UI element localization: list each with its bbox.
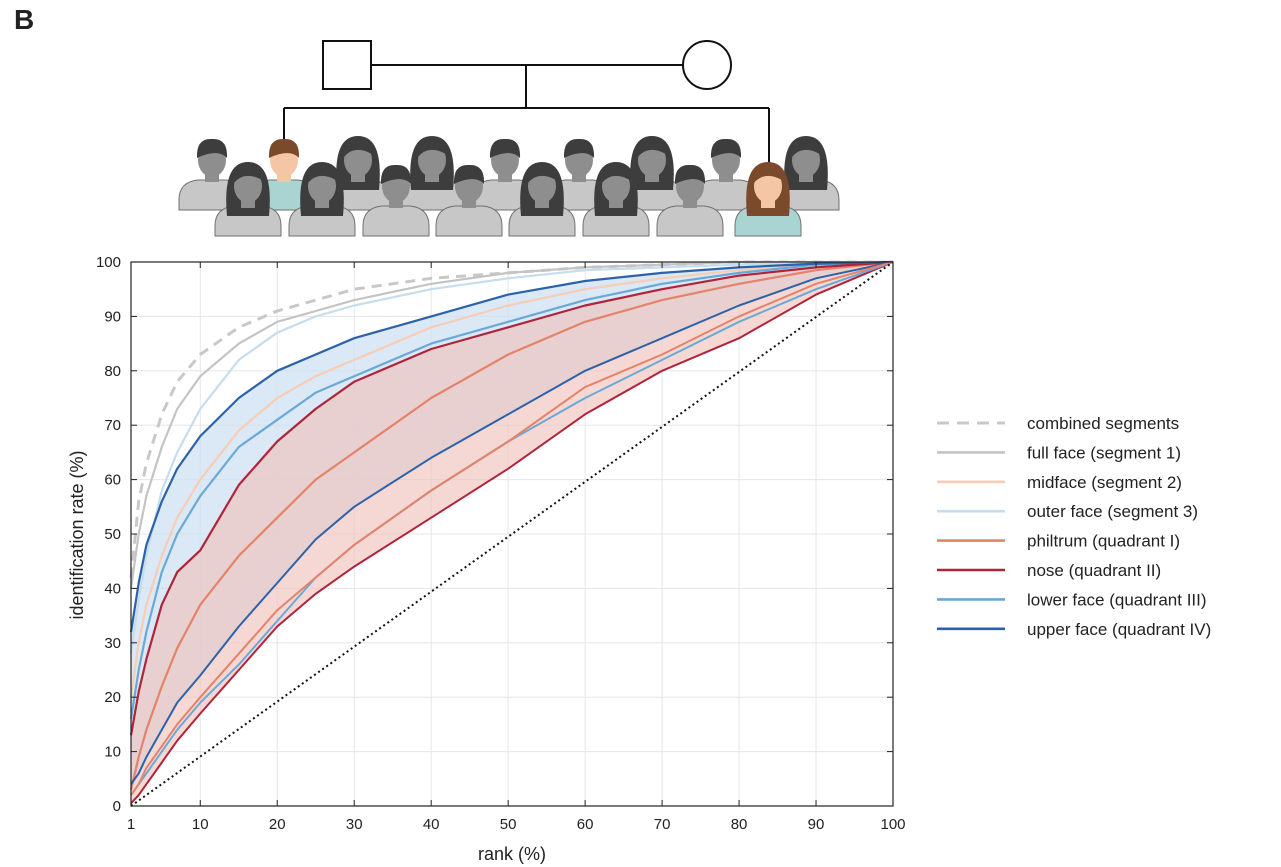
- person-hair: [380, 164, 412, 184]
- y-tick-labels: 0 10 20 30 40 50 60 70 80 90 100: [96, 254, 121, 815]
- legend-label: lower face (quadrant III): [1027, 590, 1207, 609]
- person-hair: [563, 138, 595, 158]
- y-tick-label: 30: [104, 635, 121, 652]
- y-tick-label: 0: [113, 798, 121, 815]
- lower-bound-line-philtrum: [130, 261, 894, 796]
- person-body: [362, 205, 430, 237]
- person-silhouette-icon: [656, 164, 724, 237]
- x-tick-label: 60: [577, 816, 594, 833]
- person-body: [656, 205, 724, 237]
- y-axis-title: identification rate (%): [67, 450, 87, 619]
- x-tick-label: 30: [346, 816, 363, 833]
- person-head: [602, 169, 630, 203]
- legend-label: midface (segment 2): [1027, 473, 1182, 492]
- series-line-full-face: [129, 260, 893, 589]
- y-tick-label: 100: [96, 254, 121, 271]
- y-tick-label: 10: [104, 744, 121, 761]
- person-hair: [453, 164, 485, 184]
- person-fringe: [416, 140, 446, 158]
- legend-label: outer face (segment 3): [1027, 502, 1198, 521]
- person-hair: [489, 138, 521, 158]
- legend-label: combined segments: [1027, 414, 1179, 433]
- y-tick-label: 40: [104, 580, 121, 597]
- person-silhouette-icon: [435, 164, 503, 237]
- shaded-bands: [131, 262, 893, 804]
- pedigree-illustration: [178, 40, 840, 237]
- person-fringe: [636, 140, 666, 158]
- person-silhouette-icon: [772, 136, 840, 211]
- x-axis-title: rank (%): [478, 844, 546, 864]
- person-hair: [196, 138, 228, 158]
- lower-bound-line-upper-face: [130, 261, 894, 785]
- series-line-nose: [129, 260, 894, 736]
- x-tick-label: 80: [731, 816, 748, 833]
- person-silhouette-icon: [508, 162, 576, 237]
- person-fringe: [526, 166, 556, 184]
- x-tick-label: 100: [880, 816, 905, 833]
- x-tick-label: 10: [192, 816, 209, 833]
- y-tick-label: 60: [104, 472, 121, 489]
- person-fringe: [790, 140, 820, 158]
- person-fringe: [306, 166, 336, 184]
- x-tick-label: 50: [500, 816, 517, 833]
- series-line-philtrum: [129, 260, 894, 790]
- person-silhouette-icon: [398, 136, 466, 211]
- legend: combined segments full face (segment 1) mi…: [937, 414, 1211, 639]
- x-tick-label: 40: [423, 816, 440, 833]
- x-tick-labels: 1 10 20 30 40 50 60 70 80 90 100: [127, 816, 906, 833]
- person-head: [754, 169, 782, 203]
- square-male-icon: [322, 40, 372, 90]
- person-head: [234, 169, 262, 203]
- person-fringe: [232, 166, 262, 184]
- person-silhouette-icon: [692, 138, 760, 211]
- person-hair: [268, 138, 300, 158]
- upper-face-band: [131, 262, 893, 785]
- legend-label: philtrum (quadrant I): [1027, 532, 1180, 551]
- chance-reference-line: [130, 261, 894, 807]
- person-head: [792, 143, 820, 177]
- y-tick-label: 50: [104, 526, 121, 543]
- circle-female-icon: [682, 40, 732, 90]
- person-silhouette-icon: [362, 164, 430, 237]
- legend-label: nose (quadrant II): [1027, 561, 1161, 580]
- person-head: [418, 143, 446, 177]
- person-fringe: [342, 140, 372, 158]
- person-hair: [674, 164, 706, 184]
- pedigree-lines: [283, 64, 770, 165]
- series-line-outer-face: [129, 260, 893, 654]
- x-tick-label: 20: [269, 816, 286, 833]
- person-silhouette-icon: [288, 162, 356, 237]
- person-fringe: [600, 166, 630, 184]
- person-hair: [710, 138, 742, 158]
- series-lines: [129, 260, 894, 807]
- series-line-midface: [129, 260, 894, 698]
- series-line-lower-face: [129, 260, 894, 720]
- x-tick-label: 1: [127, 816, 135, 833]
- x-tick-label: 70: [654, 816, 671, 833]
- person-body: [435, 205, 503, 237]
- y-tick-label: 90: [104, 308, 121, 325]
- person-silhouette-icon: [582, 162, 650, 237]
- panel-label: B: [14, 4, 35, 35]
- legend-label: upper face (quadrant IV): [1027, 620, 1211, 639]
- person-fringe: [752, 166, 782, 184]
- y-tick-label: 80: [104, 363, 121, 380]
- y-tick-label: 20: [104, 689, 121, 706]
- y-tick-label: 70: [104, 417, 121, 434]
- x-tick-label: 90: [808, 816, 825, 833]
- axes-frame: [130, 261, 894, 807]
- person-head: [344, 143, 372, 177]
- crowd-group: [178, 136, 840, 237]
- lower-bound-line-nose: [130, 261, 894, 804]
- person-head: [308, 169, 336, 203]
- person-silhouette-icon: [734, 162, 802, 237]
- nose-band: [131, 262, 893, 804]
- person-silhouette-icon: [214, 162, 282, 237]
- person-head: [638, 143, 666, 177]
- person-head: [528, 169, 556, 203]
- series-line-upper-face: [129, 260, 894, 633]
- legend-label: full face (segment 1): [1027, 443, 1181, 462]
